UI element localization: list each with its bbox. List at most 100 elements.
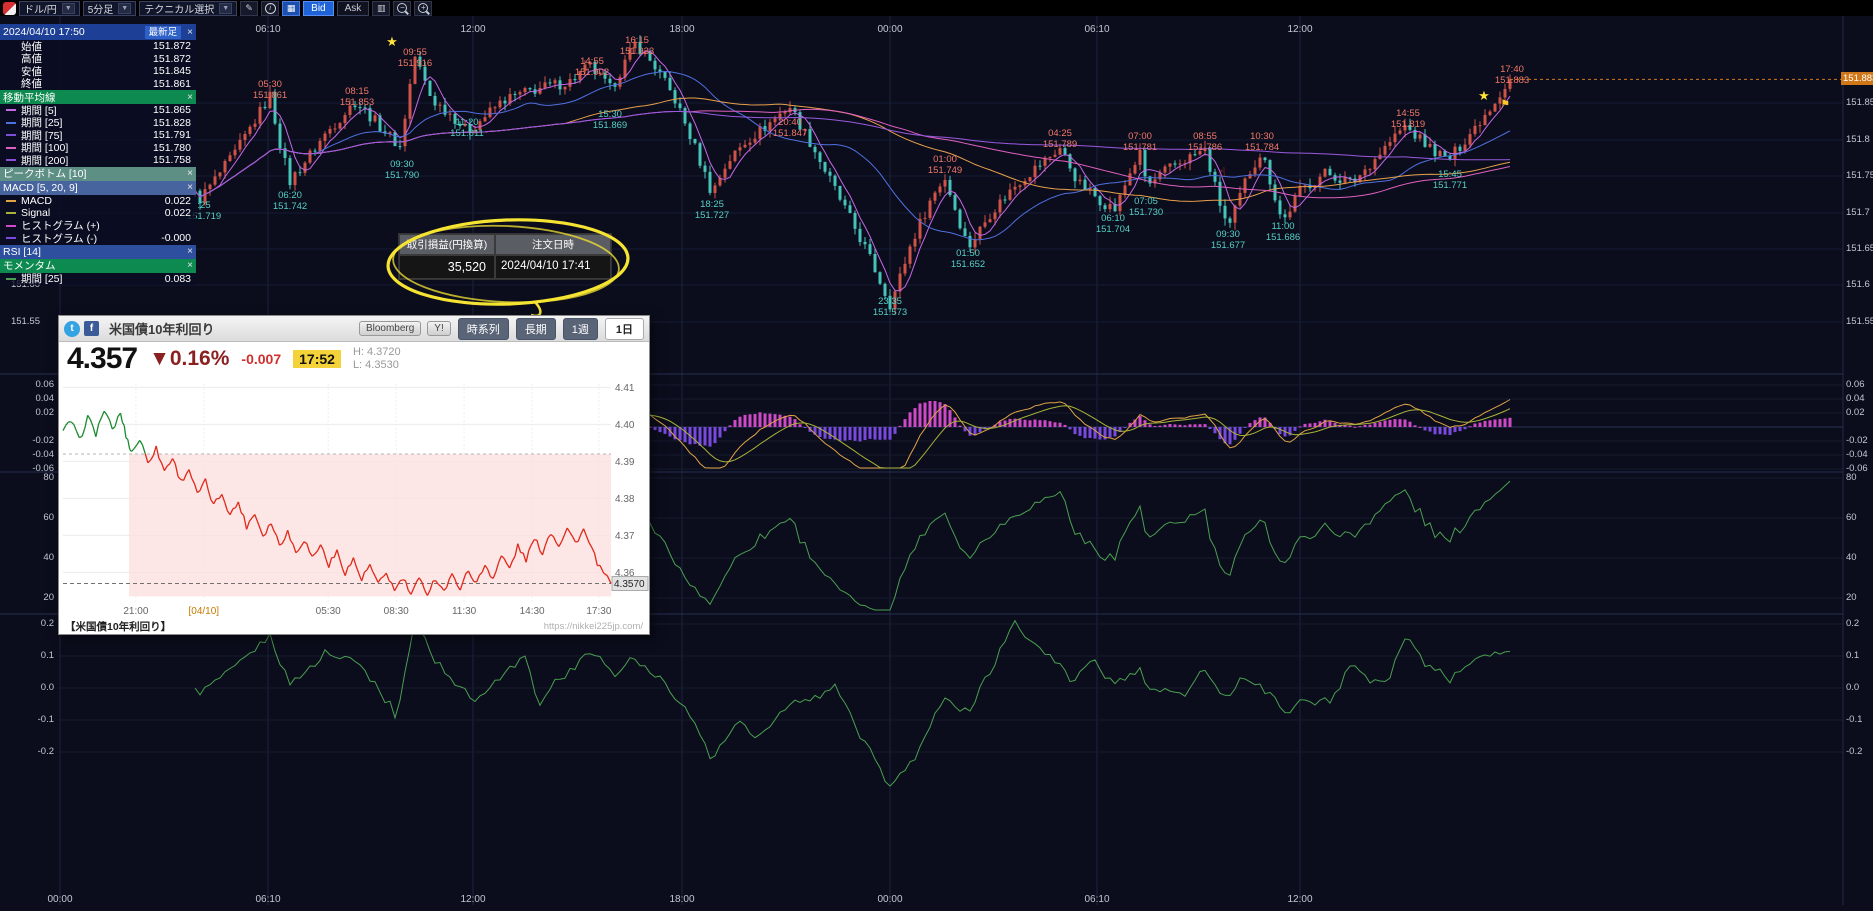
latest-bar-badge: 最新足 (144, 25, 182, 39)
technical-select-label: テクニカル選択 (144, 4, 215, 16)
timeframe-label: 5分足 (87, 4, 114, 16)
yield-change: -0.007 (241, 351, 282, 367)
indicator-label: Signal (21, 207, 51, 220)
indicator-value: 151.780 (153, 141, 191, 154)
indicator-section-label: ピークボトム [10] (3, 168, 87, 180)
line-color-swatch (6, 212, 16, 215)
tab-one-day[interactable]: 1日 (604, 317, 644, 340)
treasury-footer: 【米国債10年利回り】 https://nikkei225jp.com/ (59, 619, 649, 634)
indicator-value-row: 期間 [25] 0.083 (0, 272, 196, 285)
svg-text:17:30: 17:30 (586, 606, 611, 617)
indicator-value: 0.083 (164, 272, 191, 285)
treasury-stats: 4.357 ▼0.16% -0.007 17:52 H: 4.3720 L: 4… (59, 342, 649, 376)
indicator-label: 安値 (21, 65, 42, 78)
tooltip-datetime-value: 2024/04/10 17:41 (495, 255, 611, 279)
close-icon[interactable]: × (187, 182, 193, 193)
yield-low: L: 4.3530 (352, 359, 399, 371)
tab-one-week[interactable]: 1週 (562, 317, 598, 340)
candle-chart-button[interactable]: ▥ (372, 0, 391, 16)
indicator-label: ヒストグラム (+) (21, 220, 100, 233)
svg-text:4.40: 4.40 (615, 420, 635, 431)
line-color-swatch (6, 224, 16, 227)
tab-time-series[interactable]: 時系列 (457, 317, 509, 340)
indicator-value-row: MACD 0.022 (0, 194, 196, 207)
svg-text:11:30: 11:30 (452, 606, 477, 617)
indicator-section-label: MACD [5, 20, 9] (3, 181, 78, 194)
bid-button[interactable]: Bid (303, 0, 334, 16)
zoom-out-button[interactable]: − (393, 0, 412, 16)
info-button[interactable]: i (261, 0, 280, 16)
grid (0, 16, 1844, 905)
tab-long-term[interactable]: 長期 (515, 317, 556, 340)
info-icon: i (264, 2, 276, 14)
toolbar: ドル/円 ▼ 5分足 ▼ テクニカル選択 ▼ ✎ i ▦ Bid Ask ▥ −… (0, 0, 1873, 16)
indicator-label: 高値 (21, 53, 42, 66)
ma-line (194, 111, 1511, 198)
indicator-section-label: 移動平均線 (3, 91, 56, 104)
app-logo-icon (3, 1, 16, 15)
timeframe-select[interactable]: 5分足 ▼ (82, 0, 137, 16)
grid-chart-icon: ▦ (286, 2, 296, 13)
indicator-value: 151.872 (153, 52, 191, 65)
indicator-label: 期間 [75] (21, 129, 63, 142)
svg-text:14:30: 14:30 (520, 606, 545, 617)
close-icon[interactable]: × (187, 168, 193, 179)
indicator-label: 期間 [25] (21, 117, 63, 130)
close-icon[interactable]: × (187, 246, 193, 257)
line-color-swatch (6, 134, 16, 137)
svg-text:[04/10]: [04/10] (189, 606, 220, 617)
candlestick-icon: ▥ (377, 2, 386, 13)
treasury-source-url[interactable]: https://nikkei225jp.com/ (543, 621, 643, 632)
data-window-header: 2024/04/10 17:50 最新足 × (0, 24, 196, 40)
svg-text:21:00: 21:00 (123, 606, 148, 617)
indicator-label: MACD (21, 194, 52, 207)
ask-button[interactable]: Ask (336, 0, 370, 16)
ma-line (194, 50, 1511, 292)
indicator-value: 151.872 (153, 40, 191, 53)
facebook-icon[interactable]: f (84, 321, 99, 336)
indicator-value-row: 期間 [75] 151.791 (0, 129, 196, 142)
tooltip-profit-value: 35,520 (399, 255, 495, 279)
svg-text:4.41: 4.41 (615, 383, 635, 394)
zoom-out-icon: − (397, 3, 408, 13)
indicator-value: 151.865 (153, 104, 191, 117)
indicator-label: 始値 (21, 40, 42, 53)
technical-select-button[interactable]: テクニカル選択 ▼ (139, 0, 238, 16)
treasury-footer-title: 【米国債10年利回り】 (65, 621, 172, 633)
yahoo-button[interactable]: Y! (427, 321, 451, 336)
yield-high-low: H: 4.3720 L: 4.3530 (353, 346, 401, 372)
bloomberg-button[interactable]: Bloomberg (358, 321, 422, 336)
indicator-value-row: 始値 151.872 (0, 40, 196, 53)
currency-pair-select[interactable]: ドル/円 ▼ (19, 0, 80, 16)
close-icon[interactable]: × (187, 91, 193, 103)
svg-text:08:30: 08:30 (384, 606, 409, 617)
close-icon[interactable]: × (187, 26, 193, 38)
treasury-chart-canvas[interactable]: 4.41 4.40 4.39 4.38 4.37 4.36 21:00 [04/10] 05:3… (59, 376, 649, 620)
yield-high: H: 4.3720 (352, 346, 401, 358)
zoom-in-button[interactable]: + (414, 0, 433, 16)
order-tooltip: 取引損益(円換算) 注文日時 35,520 2024/04/10 17:41 (398, 233, 612, 280)
indicator-value-row: ヒストグラム (-) -0.000 (0, 232, 196, 245)
indicator-label: 期間 [5] (21, 104, 57, 117)
indicator-value-row: Signal 0.022 (0, 207, 196, 220)
treasury-title: 米国債10年利回り (109, 322, 215, 337)
yield-line (62, 410, 612, 596)
close-icon[interactable]: × (187, 260, 193, 271)
svg-text:4.3570: 4.3570 (614, 579, 645, 590)
draw-tool-button[interactable]: ✎ (240, 0, 259, 16)
indicator-value: 0.022 (164, 194, 191, 207)
indicator-value: 151.791 (153, 129, 191, 142)
line-color-swatch (6, 109, 16, 112)
tooltip-profit-header: 取引損益(円換算) (399, 234, 495, 255)
indicator-value-row: 安値 151.845 (0, 65, 196, 78)
data-window-rows: 始値 151.872 高値 151.872 安値 151.845 終値 151.861 移動平均… (0, 40, 196, 285)
svg-text:4.38: 4.38 (615, 494, 635, 505)
currency-pair-label: ドル/円 (24, 4, 57, 16)
data-window-panel: 2024/04/10 17:50 最新足 × 始値 151.872 高値 151.87… (0, 24, 196, 285)
indicator-value-row: 期間 [100] 151.780 (0, 141, 196, 154)
svg-text:4.37: 4.37 (615, 531, 635, 542)
twitter-icon[interactable]: t (64, 320, 80, 337)
chart-mode-button[interactable]: ▦ (282, 0, 301, 16)
